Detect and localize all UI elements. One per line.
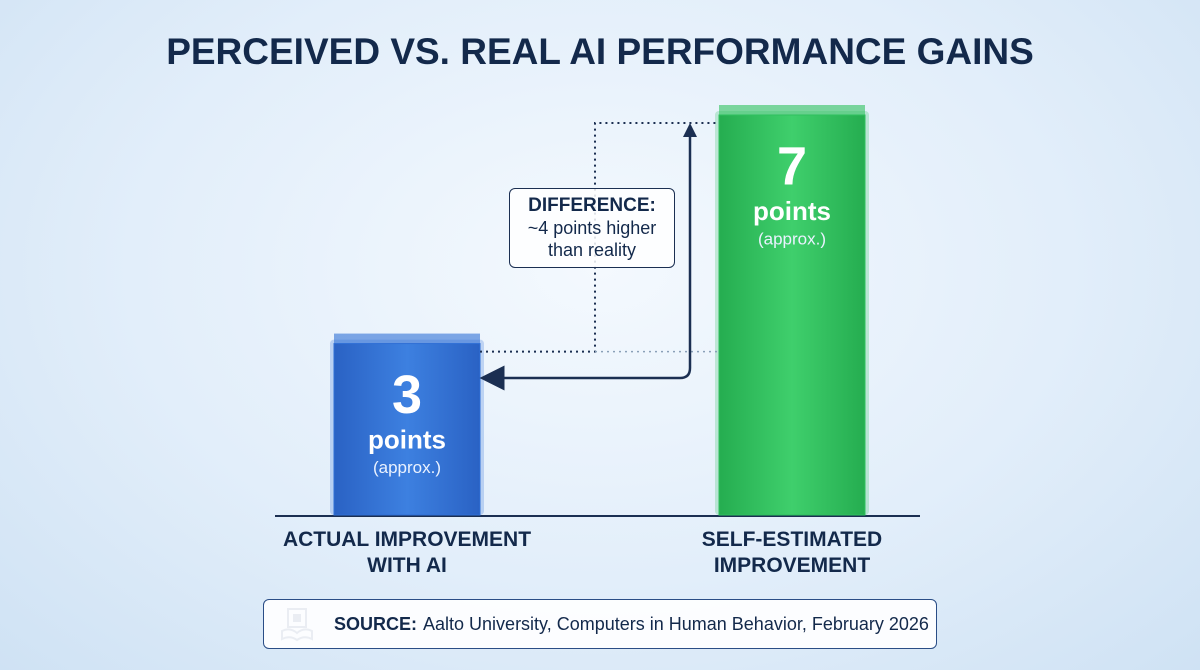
bar-top	[334, 333, 480, 344]
arrow	[479, 135, 692, 391]
source-text: Aalto University, Computers in Human Beh…	[423, 613, 929, 634]
annotation-text: ~4 points higher than reality	[527, 218, 657, 260]
value-unit: points	[368, 424, 446, 454]
annotation-title: DIFFERENCE:	[528, 195, 656, 216]
x-tick-label: ACTUAL IMPROVEMENT WITH AI	[282, 528, 532, 577]
source: SOURCE: Aalto University, Computers in Hu…	[263, 599, 937, 649]
bar-top	[719, 105, 865, 115]
value-label: 7	[777, 136, 807, 196]
bar	[718, 114, 866, 516]
arrow-head-up	[683, 123, 697, 137]
value-unit: points	[753, 196, 831, 226]
x-tick-label: SELF-ESTIMATED IMPROVEMENT	[701, 528, 883, 577]
annotation: DIFFERENCE: ~4 points higher than reality	[509, 188, 675, 268]
chart-title: PERCEIVED VS. REAL AI PERFORMANCE GAINS	[166, 31, 1034, 72]
value-note: (approx.)	[758, 229, 826, 248]
value-note: (approx.)	[373, 458, 441, 477]
value-label: 3	[392, 365, 422, 425]
source-label: SOURCE:	[334, 613, 418, 634]
bar	[333, 343, 481, 516]
